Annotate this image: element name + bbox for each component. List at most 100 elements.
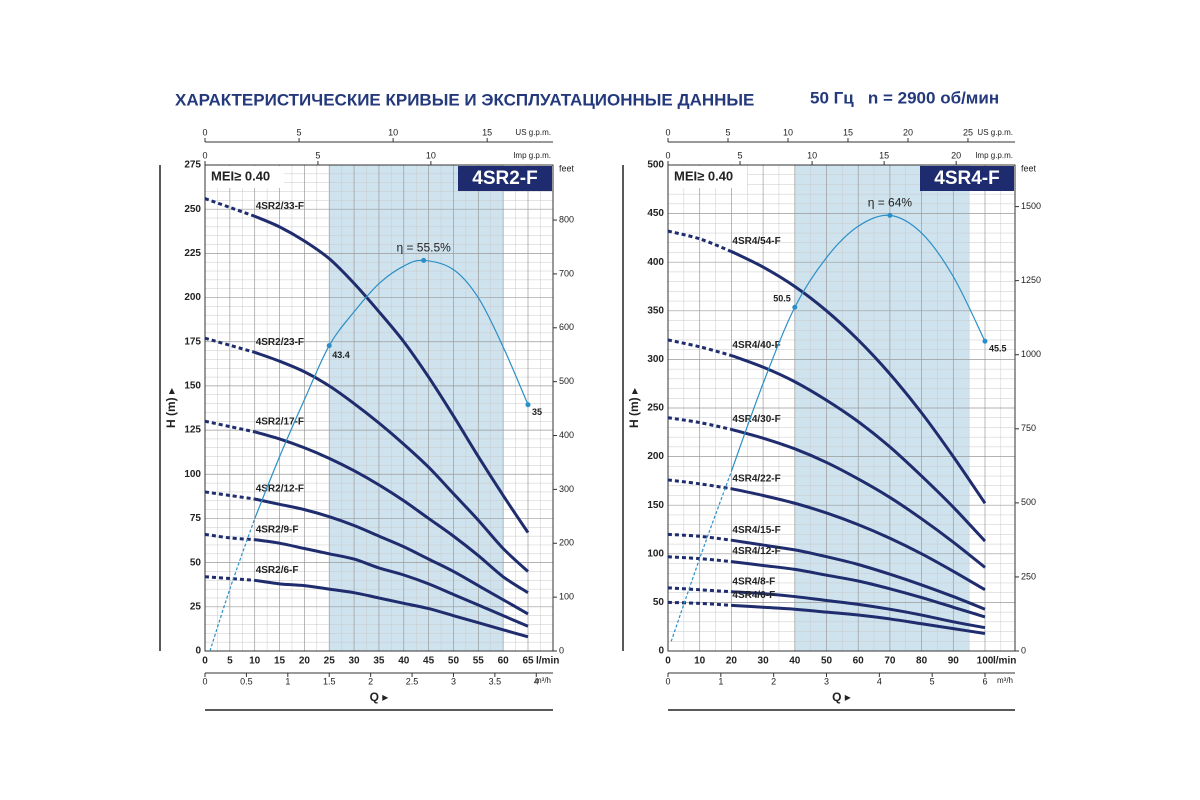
y-tick-label: 275 [184, 160, 201, 171]
x-unit: l/min [536, 656, 559, 667]
top-tick-label: 20 [951, 150, 961, 160]
efficiency-label: 50.5 [773, 294, 791, 304]
bottom-tick-label: 4 [877, 676, 882, 686]
y-tick-label: 150 [647, 500, 664, 511]
series-label: 4SR4/22-F [732, 473, 780, 484]
bottom-tick-label: 5 [930, 676, 935, 686]
y-tick-label: 200 [647, 451, 664, 462]
x-tick-label: 100 [977, 656, 994, 667]
annotation: MEI≥ 0.40 [211, 168, 270, 183]
chart-title: 4SR4-F [934, 168, 999, 189]
right-tick-label: 1250 [1021, 275, 1041, 285]
bottom-tick-label: 0.5 [240, 676, 253, 686]
x-tick-label: 65 [522, 656, 534, 667]
y-tick-label: 50 [190, 557, 202, 568]
top-tick-label: 10 [783, 127, 793, 137]
efficiency-point [887, 212, 893, 218]
series-label: 4SR4/40-F [732, 340, 780, 351]
x-tick-label: 25 [324, 656, 336, 667]
right-tick-label: 600 [559, 322, 574, 332]
bottom-tick-label: 3.5 [489, 676, 502, 686]
y-tick-label: 350 [647, 305, 664, 316]
x-axis-title: Q ▸ [370, 690, 389, 704]
top-tick-label: 20 [903, 127, 913, 137]
top-tick-label: 0 [665, 127, 670, 137]
x-tick-label: 40 [398, 656, 410, 667]
plot-frame [667, 164, 1016, 652]
bottom-tick-label: 4 [534, 676, 539, 686]
bottom-tick-label: 1 [718, 676, 723, 686]
series-label: 4SR4/8-F [732, 576, 775, 587]
chart-title: 4SR2-F [472, 168, 537, 189]
x-tick-label: 0 [665, 656, 671, 667]
curve [731, 538, 986, 611]
x-tick-label: 20 [299, 656, 311, 667]
series-label: 4SR4/54-F [732, 236, 780, 247]
x-unit: l/min [993, 656, 1016, 667]
x-tick-label: 10 [694, 656, 706, 667]
x-axis-title: Q ▸ [832, 690, 851, 704]
right-tick-label: 0 [559, 645, 564, 655]
series-label: 4SR2/9-F [256, 524, 299, 535]
top-tick-label: 5 [725, 127, 730, 137]
y-tick-label: 0 [658, 646, 664, 657]
efficiency-point [982, 338, 988, 344]
annotation-bg [669, 166, 747, 188]
y-tick-label: 175 [184, 336, 201, 347]
y-tick-label: 200 [184, 292, 201, 303]
curve-dashed [667, 229, 732, 253]
efficiency-point [792, 304, 798, 310]
efficiency-label: η = 64% [868, 196, 913, 210]
top-tick-label: 5 [297, 127, 302, 137]
bottom-tick-label: 0 [202, 676, 207, 686]
x-tick-label: 30 [349, 656, 361, 667]
x-tick-label: 55 [473, 656, 485, 667]
efficiency-curve [730, 214, 986, 472]
curve [730, 250, 987, 505]
top-axis-label: US g.p.m. [977, 128, 1013, 137]
y-tick-label: 100 [184, 469, 201, 480]
top-tick-label: 15 [482, 127, 492, 137]
x-tick-label: 80 [916, 656, 928, 667]
series-label: 4SR2/23-F [256, 337, 304, 348]
curve [731, 560, 986, 619]
x-tick-label: 0 [202, 656, 208, 667]
curve-dashed [667, 532, 732, 542]
y-tick-label: 75 [190, 513, 202, 524]
y-tick-label: 300 [647, 354, 664, 365]
right-tick-label: 400 [559, 430, 574, 440]
curve [731, 487, 986, 592]
efficiency-label: 35 [532, 407, 542, 417]
curve [254, 430, 529, 594]
y-tick-label: 150 [184, 381, 201, 392]
curve-dashed [667, 478, 732, 491]
right-tick-label: 700 [559, 268, 574, 278]
top-tick-label: 0 [665, 150, 670, 160]
title-box [458, 166, 552, 191]
x-tick-label: 40 [789, 656, 801, 667]
title-box [920, 166, 1014, 191]
curve-dashed [204, 575, 255, 582]
top-tick-label: 15 [843, 127, 853, 137]
x-tick-label: 60 [498, 656, 510, 667]
curve [731, 427, 986, 569]
top-tick-label: 15 [879, 150, 889, 160]
curve-dashed [667, 600, 732, 607]
right-tick-label: 300 [559, 484, 574, 494]
series-label: 4SR2/33-F [256, 201, 304, 212]
curve-dashed [204, 336, 256, 354]
right-tick-label: 100 [559, 592, 574, 602]
annotation-bg [206, 166, 284, 188]
efficiency-curve [254, 259, 529, 519]
curve [731, 603, 986, 635]
curve [730, 354, 987, 543]
right-tick-label: 200 [559, 538, 574, 548]
top-axis-label: Imp g.p.m. [975, 151, 1013, 160]
y-axis-title: H (m) ▸ [627, 388, 641, 428]
right-tick-label: 800 [559, 214, 574, 224]
series-label: 4SR2/12-F [256, 484, 304, 495]
bottom-tick-label: 6 [982, 676, 987, 686]
y-tick-label: 500 [647, 160, 664, 171]
y-tick-label: 400 [647, 257, 664, 268]
